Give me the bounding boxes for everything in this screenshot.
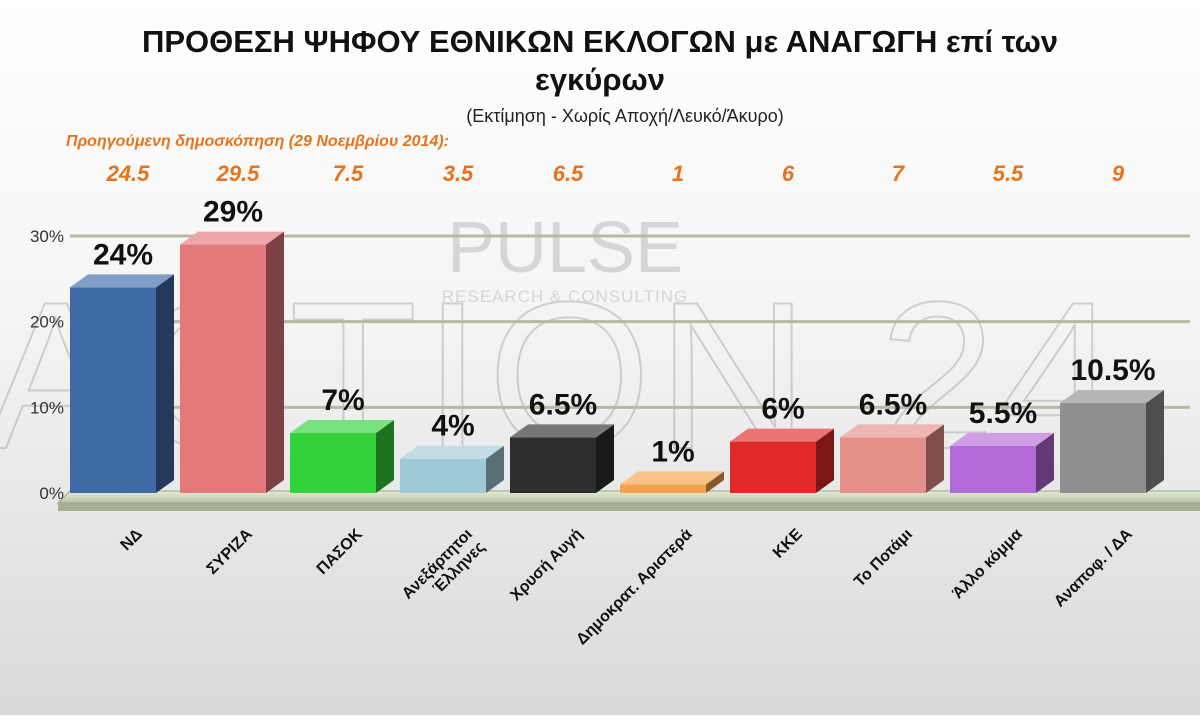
watermark-research: RESEARCH & CONSULTING xyxy=(442,287,688,306)
value-label: 6.5% xyxy=(529,388,597,421)
category-label: Χρυσή Αυγή xyxy=(507,526,585,604)
bar-front xyxy=(950,445,1036,493)
value-label: 24% xyxy=(93,238,153,271)
chart-floor xyxy=(56,490,1200,511)
previous-value: 24.5 xyxy=(106,161,151,186)
value-label: 5.5% xyxy=(969,397,1037,430)
value-label: 29% xyxy=(203,196,263,229)
floor-edge xyxy=(58,503,1200,511)
category-label: ΝΔ xyxy=(117,526,145,554)
category-label: Το Ποτάμι xyxy=(851,526,916,591)
bar-front xyxy=(180,244,266,493)
previous-value: 7.5 xyxy=(333,161,364,186)
bar-top xyxy=(70,274,174,288)
value-label: 1% xyxy=(651,435,694,468)
bar xyxy=(70,274,174,493)
bar-side xyxy=(156,274,174,493)
bar-top xyxy=(180,231,284,245)
x-axis: ΝΔ ΣΥΡΙΖΑ ΠΑΣΟΚ ΑνεξάρτητοιΈλληνες Χρυσή Αυγ… xyxy=(117,525,1136,648)
bar xyxy=(620,471,724,493)
bar xyxy=(730,428,834,493)
bar-side xyxy=(1036,432,1054,493)
bar xyxy=(510,424,614,493)
previous-value: 6 xyxy=(782,161,795,186)
value-labels: 24% 29% 7% 4% 6.5% 1% 6% 6.5% 5.5% 10.5% xyxy=(93,196,1156,469)
bar xyxy=(1060,390,1164,493)
previous-value: 1 xyxy=(672,161,684,186)
bar-top xyxy=(1060,390,1164,404)
y-axis: 0% 10% 20% 30% xyxy=(30,227,64,503)
chart-subtitle: (Εκτίμηση - Χωρίς Αποχή/Λευκό/Άκυρο) xyxy=(466,106,784,126)
value-label: 10.5% xyxy=(1070,354,1155,387)
bar-side xyxy=(486,445,504,493)
y-tick-label: 20% xyxy=(30,313,64,332)
previous-value: 9 xyxy=(1112,161,1125,186)
bar-side xyxy=(816,428,834,493)
bar-side xyxy=(596,424,614,493)
bar xyxy=(950,432,1054,493)
watermark-pulse: PULSE xyxy=(447,208,683,288)
bar-side xyxy=(266,231,284,494)
bar-side xyxy=(706,471,724,493)
bar xyxy=(840,424,944,493)
bar-front xyxy=(290,433,376,493)
previous-value: 29.5 xyxy=(216,161,261,186)
bar-side xyxy=(376,420,394,493)
y-tick-label: 30% xyxy=(30,227,64,246)
previous-value: 3.5 xyxy=(443,161,474,186)
bar-top xyxy=(620,471,724,485)
category-label: Άλλο κόμμα xyxy=(949,526,1025,602)
category-label: Δημοκρατ. Αριστερά xyxy=(573,526,696,649)
value-label: 4% xyxy=(431,410,474,443)
bar xyxy=(290,420,394,493)
bar-front xyxy=(620,484,706,493)
bar-front xyxy=(510,437,596,493)
y-tick-label: 0% xyxy=(39,484,64,503)
bar-top xyxy=(730,428,834,442)
bar-top xyxy=(950,432,1054,446)
bar-side xyxy=(926,424,944,493)
value-label: 6.5% xyxy=(859,388,927,421)
previous-poll-label: Προηγούμενη δημοσκόπηση (29 Νοεμβρίου 20… xyxy=(66,133,449,150)
bar-front xyxy=(840,437,926,493)
bar xyxy=(400,445,504,493)
category-label: ΣΥΡΙΖΑ xyxy=(204,525,256,577)
value-label: 7% xyxy=(321,384,364,417)
category-label: ΑνεξάρτητοιΈλληνες xyxy=(399,526,488,615)
bar-front xyxy=(730,441,816,493)
category-label: ΠΑΣΟΚ xyxy=(314,525,366,577)
chart-title-line-1: ΠΡΟΘΕΣΗ ΨΗΦΟΥ ΕΘΝΙΚΩΝ ΕΚΛΟΓΩΝ με ΑΝΑΓΩΓΗ… xyxy=(142,24,1058,59)
previous-value: 6.5 xyxy=(553,161,584,186)
bar-side xyxy=(1146,390,1164,493)
bar-front xyxy=(70,287,156,493)
bar-top xyxy=(510,424,614,438)
value-label: 6% xyxy=(761,393,804,426)
previous-value: 5.5 xyxy=(993,161,1024,186)
previous-value: 7 xyxy=(892,161,906,186)
bar xyxy=(180,231,284,494)
bar-top xyxy=(290,420,394,434)
category-label: Αναποφ. / ΔΑ xyxy=(1051,525,1136,610)
bar-front xyxy=(400,458,486,493)
category-label: ΚΚΕ xyxy=(770,526,806,562)
bars xyxy=(70,231,1164,494)
bar-top xyxy=(840,424,944,438)
previous-values: 24.5 29.5 7.5 3.5 6.5 1 6 7 5.5 9 xyxy=(106,161,1125,186)
bar-front xyxy=(1060,403,1146,493)
y-tick-label: 10% xyxy=(30,398,64,417)
bar-top xyxy=(400,445,504,459)
chart-title-line-2: εγκύρων xyxy=(535,62,665,97)
